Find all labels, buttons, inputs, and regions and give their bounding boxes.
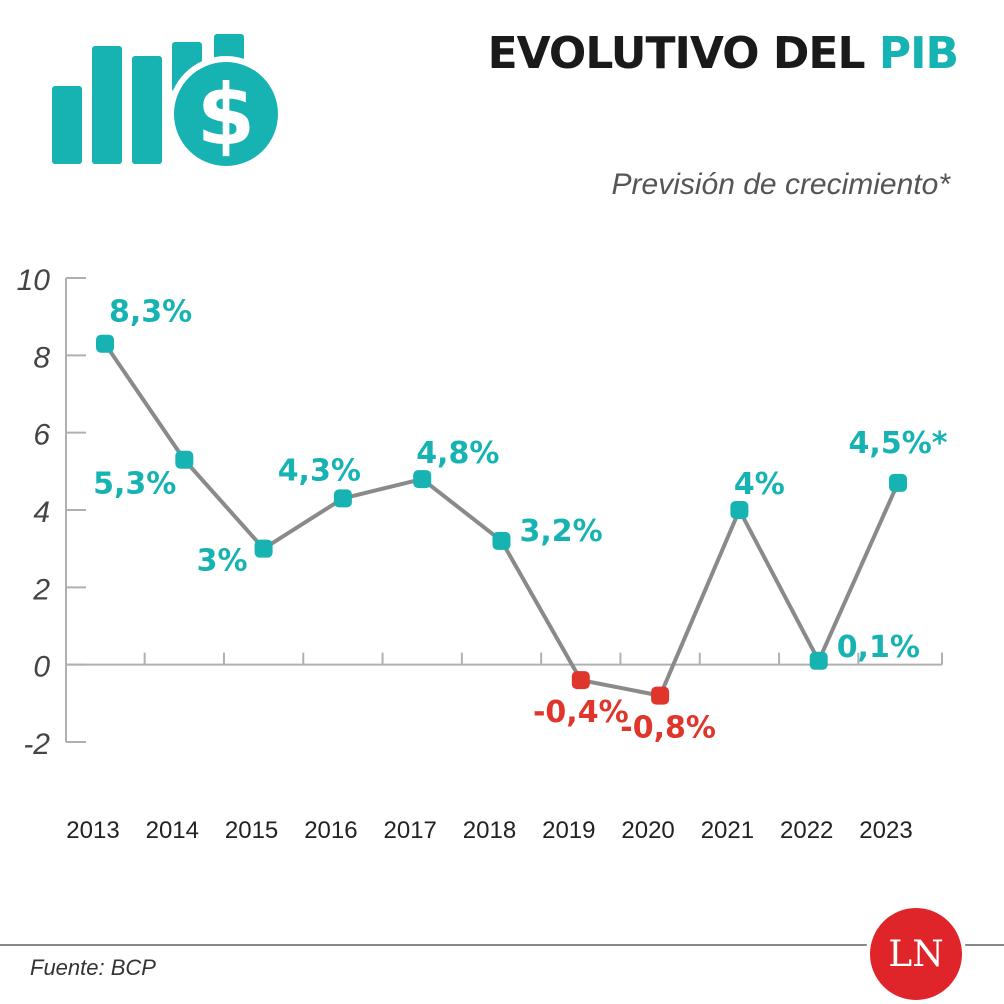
data-label: -0,8% [620, 711, 716, 746]
dollar-coin [174, 62, 278, 166]
bar-chart-dollar-icon: $ [52, 34, 284, 170]
ln-logo: LN [866, 904, 966, 1004]
x-tick-label: 2021 [701, 817, 754, 844]
footer-divider [0, 944, 1004, 946]
source-note: Fuente: BCP [30, 955, 156, 980]
title-accent: PIB [878, 28, 959, 79]
ln-logo-text: LN [888, 933, 944, 975]
chart-title: EVOLUTIVO DEL PIB [487, 28, 959, 79]
y-tick-label: 2 [32, 573, 50, 606]
data-point [413, 470, 432, 489]
data-point [96, 334, 114, 353]
x-tick-label: 2020 [621, 817, 674, 844]
x-tick-label: 2015 [225, 817, 278, 844]
x-tick-label: 2016 [304, 817, 357, 844]
data-point [571, 671, 590, 690]
data-label: -0,4% [533, 695, 629, 730]
logo-bar-2 [92, 46, 122, 164]
data-point [889, 473, 907, 492]
title-main: EVOLUTIVO DEL [487, 28, 879, 79]
x-tick-label: 2018 [463, 817, 516, 844]
data-point [651, 686, 670, 705]
data-point [730, 501, 749, 519]
data-point [175, 450, 194, 469]
chart-subtitle: Previsión de crecimiento* [611, 168, 950, 201]
data-point [809, 651, 828, 670]
data-label: 4,3% [278, 453, 361, 488]
y-tick-label: 4 [33, 496, 50, 529]
x-tick-label: 2023 [859, 817, 912, 844]
x-tick-label: 2017 [384, 817, 437, 844]
data-label: 4,5%* [849, 426, 948, 461]
data-label: 0,1% [837, 630, 920, 665]
series-line [103, 342, 900, 698]
data-point [254, 539, 273, 558]
dollar-sign-icon: $ [197, 66, 255, 164]
data-label: 3% [197, 544, 248, 579]
data-label: 8,3% [109, 295, 192, 330]
data-label: 3,2% [520, 514, 603, 549]
logo-bar-1 [52, 86, 82, 164]
data-label: 4% [734, 467, 785, 502]
x-tick-label: 2022 [780, 817, 833, 844]
x-tick-label: 2013 [66, 817, 119, 844]
data-label: 4,8% [416, 436, 499, 471]
y-tick-label: -2 [23, 728, 50, 761]
y-tick-label: 10 [17, 264, 51, 297]
x-tick-label: 2019 [542, 817, 595, 844]
y-tick-label: 0 [33, 651, 50, 684]
y-tick-label: 6 [33, 419, 50, 452]
x-tick-label: 2014 [146, 817, 199, 844]
logo-bar-3 [132, 56, 162, 164]
data-point [492, 531, 511, 550]
data-point [333, 489, 352, 508]
data-label: 5,3% [93, 467, 176, 502]
y-tick-label: 8 [33, 341, 50, 374]
